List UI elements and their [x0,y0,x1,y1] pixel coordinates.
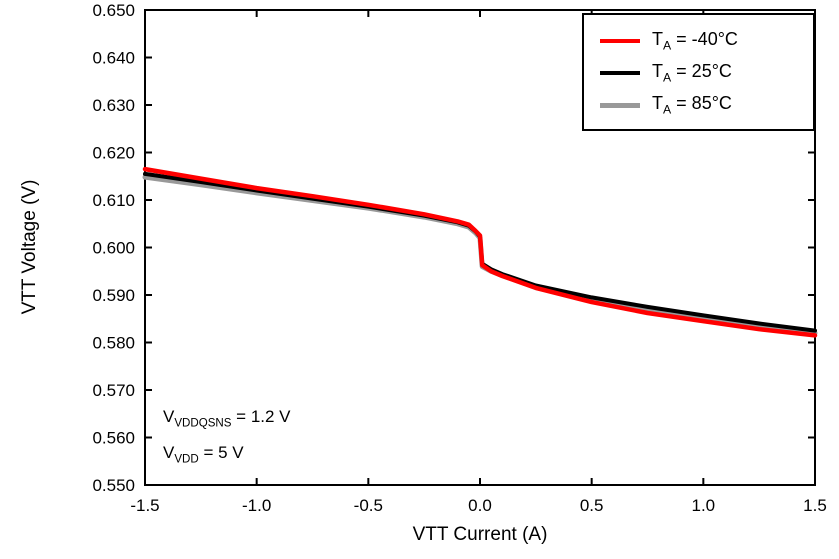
y-tick-label: 0.600 [92,239,135,258]
annotation-pre: V [163,407,175,426]
legend-label-sub: A [663,38,672,53]
legend-label: TA = 85°C [652,93,732,117]
y-tick-label: 0.650 [92,1,135,20]
legend-label: TA = -40°C [652,29,738,53]
y-axis-title: VTT Voltage (V) [19,180,41,315]
series-line-0 [142,166,818,338]
annotation-sub: VDDQSNS [174,417,232,430]
x-tick-label: -1.5 [130,496,159,515]
condition-annotation: VVDDQSNS = 1.2 V VVDD = 5 V [163,402,291,475]
x-tick-label: -1.0 [242,496,271,515]
legend-swatch-black-line [600,71,640,75]
legend-label-pre: T [652,93,663,114]
annotation-sub: VDD [174,453,199,466]
x-axis-title: VTT Current (A) [145,524,815,546]
legend-swatch-red-line [600,38,640,44]
x-tick-label: 0.5 [580,496,604,515]
annotation-line-vddqsns: VVDDQSNS = 1.2 V [163,402,291,438]
x-axis-title-text: VTT Current (A) [412,524,548,545]
y-tick-label: 0.630 [92,96,135,115]
annotation-post: = 5 V [198,443,244,463]
legend-label-post: = 85°C [671,93,732,114]
annotation-post: = 1.2 V [231,407,291,426]
y-tick-label: 0.640 [92,49,135,68]
annotation-pre: V [163,443,175,463]
y-tick-label: 0.590 [92,286,135,305]
x-tick-label: 1.0 [692,496,716,515]
legend-label: TA = 25°C [652,61,732,85]
y-tick-label: 0.580 [92,334,135,353]
legend-label-post: = -40°C [671,29,738,50]
legend-entry-85: TA = 85°C [600,89,813,121]
y-axis-title-text: VTT Voltage (V) [19,179,40,315]
legend-entry-25: TA = 25°C [600,57,813,89]
y-tick-label: 0.550 [92,476,135,495]
legend: TA = -40°C TA = 25°C TA = 85°C [582,13,815,131]
y-tick-label: 0.620 [92,144,135,163]
y-tick-label: 0.560 [92,429,135,448]
y-tick-label: 0.610 [92,191,135,210]
legend-swatch-gray-line [600,102,640,108]
legend-label-sub: A [663,102,672,117]
legend-label-sub: A [663,70,672,85]
x-tick-label: 1.5 [803,496,827,515]
x-tick-label: -0.5 [354,496,383,515]
x-tick-label: 0.0 [468,496,492,515]
legend-label-pre: T [652,61,663,82]
legend-label-post: = 25°C [671,61,732,82]
y-tick-label: 0.570 [92,381,135,400]
legend-label-pre: T [652,29,663,50]
legend-entry-minus40: TA = -40°C [600,25,813,57]
annotation-line-vdd: VVDD = 5 V [163,438,291,474]
